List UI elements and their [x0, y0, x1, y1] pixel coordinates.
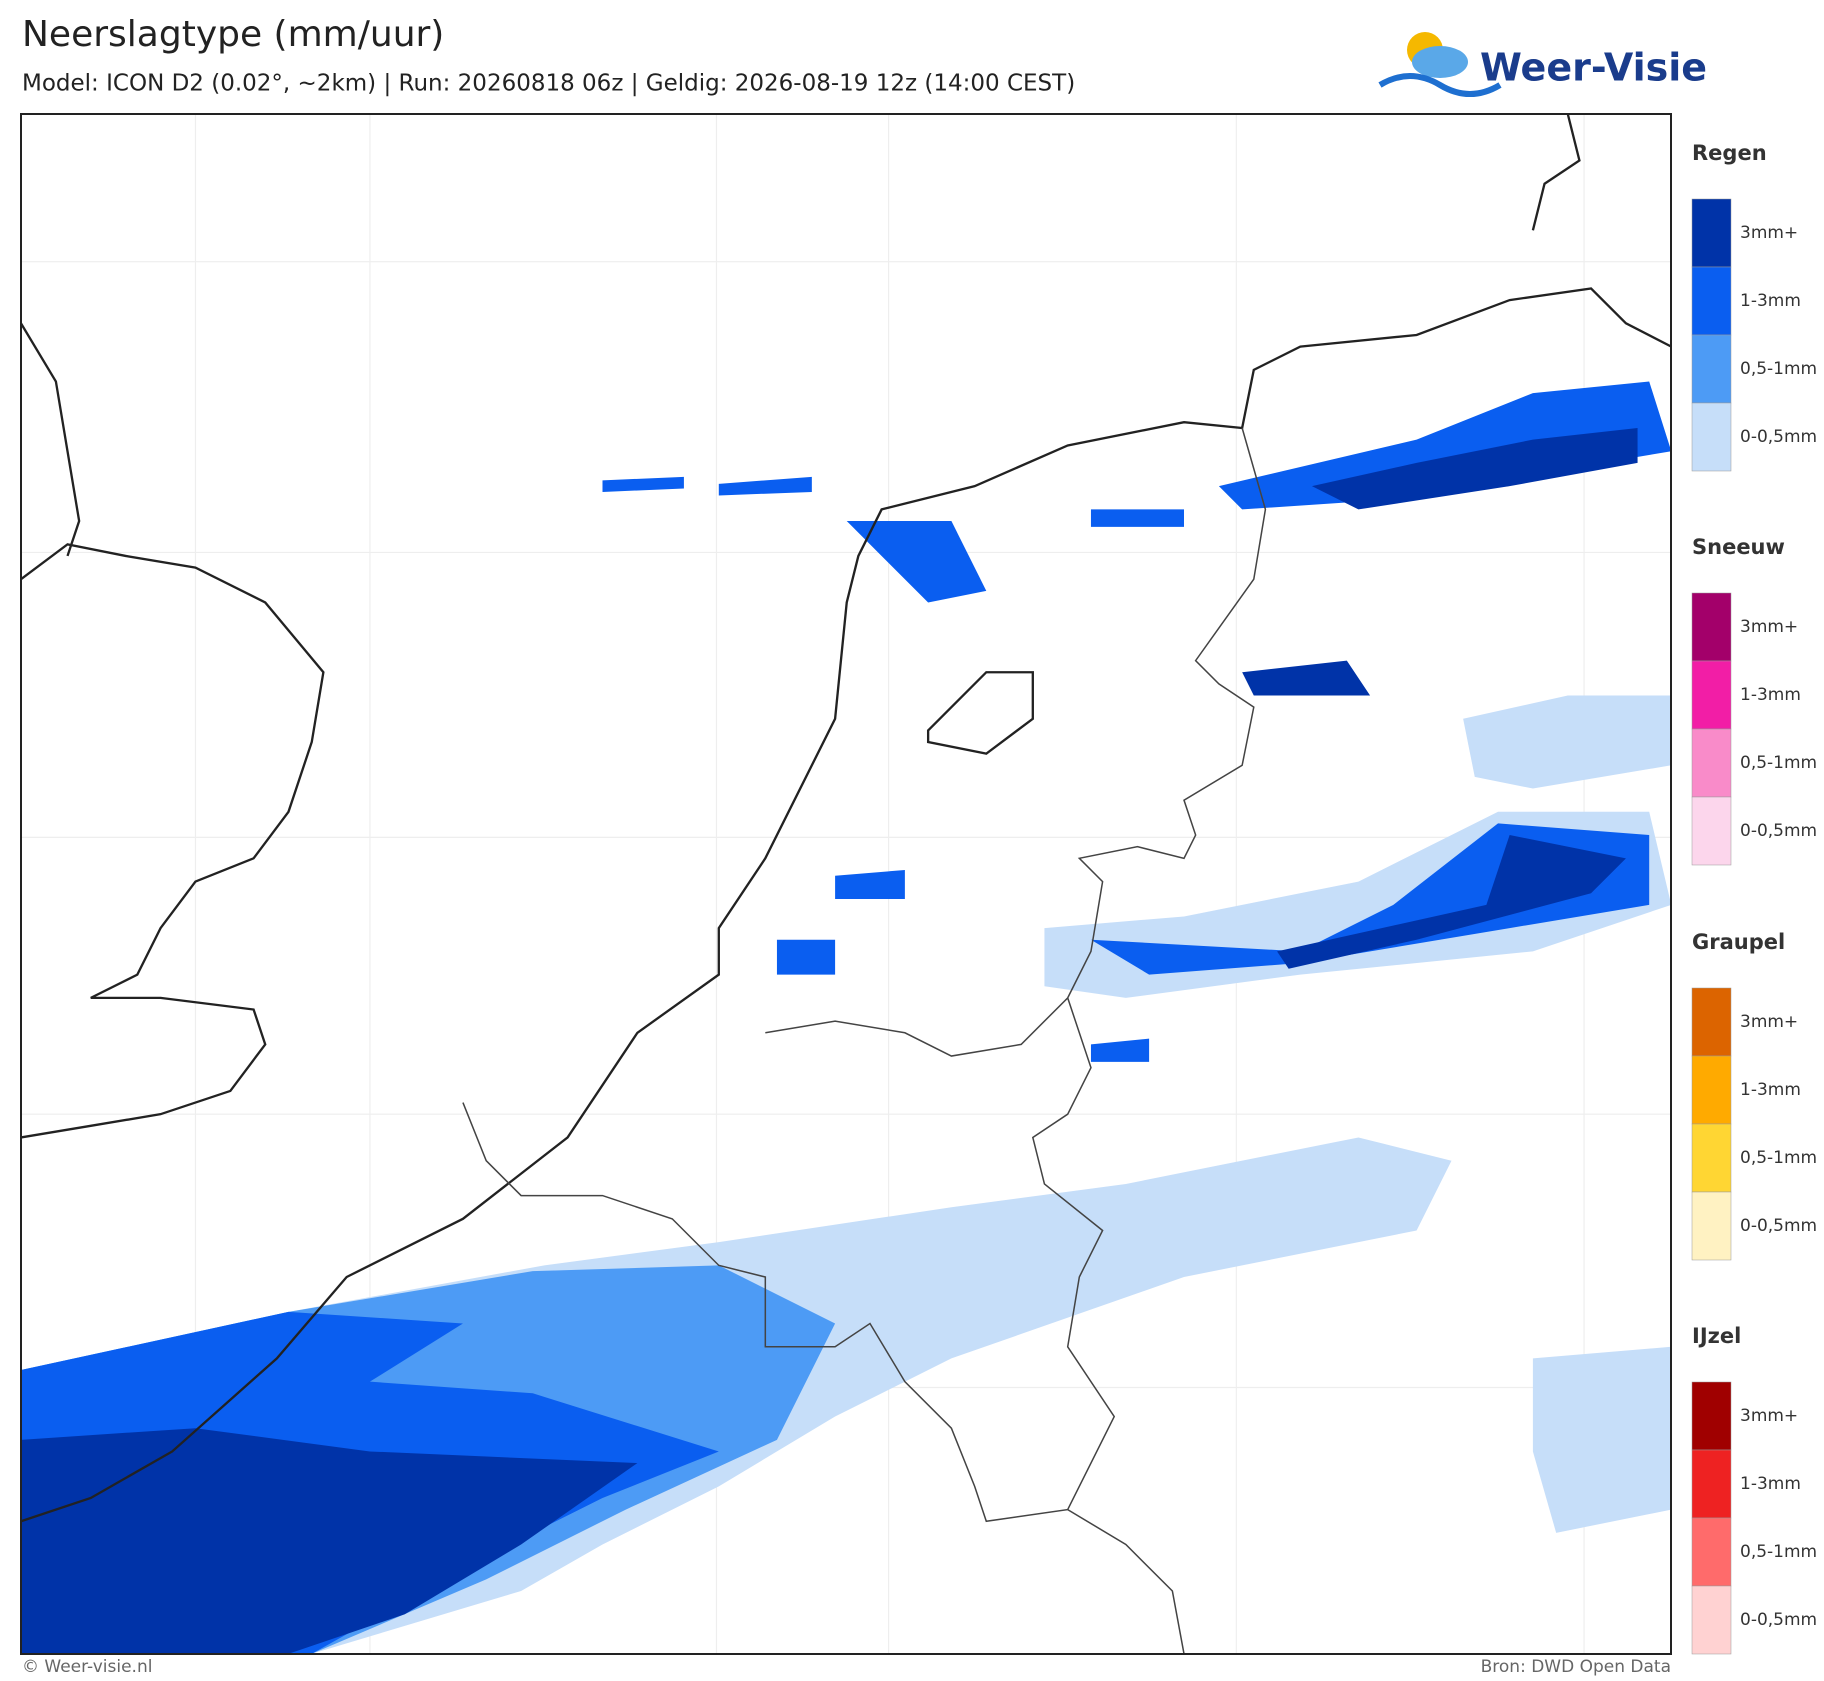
legend-swatch [1691, 1517, 1732, 1587]
legend-swatch [1691, 987, 1732, 1057]
title: Neerslagtype (mm/uur) [22, 14, 444, 55]
legend-label: 0,5-1mm [1740, 359, 1817, 379]
legend-swatch [1691, 660, 1732, 730]
legend-label: 1-3mm [1740, 1474, 1801, 1494]
legend-swatch [1691, 266, 1732, 336]
legend-title: IJzel [1692, 1324, 1741, 1348]
legend: Regen 3mm+ 1-3mm 0,5-1mm 0-0,5mm Sneeuw 3mm+ 1-… [1691, 141, 1817, 1655]
footer-right: Bron: DWD Open Data [1481, 1657, 1671, 1677]
legend-swatch [1691, 1055, 1732, 1125]
legend-label: 0-0,5mm [1740, 821, 1817, 841]
map [20, 113, 1672, 1654]
subtitle: Model: ICON D2 (0.02°, ~2km) | Run: 2026… [22, 71, 1075, 97]
logo-icon [1378, 32, 1502, 97]
legend-swatch [1691, 1191, 1732, 1261]
legend-swatch [1691, 1123, 1732, 1193]
precipitation [21, 381, 1672, 1654]
legend-label: 3mm+ [1740, 1406, 1798, 1426]
legend-swatch [1691, 1585, 1732, 1655]
footer-left: © Weer-visie.nl [22, 1657, 152, 1677]
legend-label: 3mm+ [1740, 1012, 1798, 1032]
legend-swatch [1691, 728, 1732, 798]
legend-label: 0,5-1mm [1740, 753, 1817, 773]
legend-swatch [1691, 402, 1732, 472]
legend-label: 1-3mm [1740, 291, 1801, 311]
legend-label: 3mm+ [1740, 223, 1798, 243]
legend-title: Sneeuw [1692, 535, 1785, 559]
legend-label: 3mm+ [1740, 617, 1798, 637]
map-frame [20, 113, 1672, 1655]
legend-swatch [1691, 592, 1732, 662]
legend-label: 0-0,5mm [1740, 1610, 1817, 1630]
coastline [20, 113, 1672, 1523]
borders [462, 427, 1267, 1654]
legend-label: 0-0,5mm [1740, 1216, 1817, 1236]
legend-title: Regen [1692, 141, 1767, 165]
legend-swatch [1691, 1381, 1732, 1451]
legend-label: 1-3mm [1740, 1080, 1801, 1100]
legend-label: 0-0,5mm [1740, 427, 1817, 447]
legend-title: Graupel [1692, 930, 1785, 954]
legend-swatch [1691, 334, 1732, 404]
logo: Weer-Visie [1480, 46, 1707, 90]
legend-swatch [1691, 1449, 1732, 1519]
legend-label: 0,5-1mm [1740, 1542, 1817, 1562]
legend-swatch [1691, 796, 1732, 866]
legend-label: 1-3mm [1740, 685, 1801, 705]
legend-label: 0,5-1mm [1740, 1148, 1817, 1168]
legend-swatch [1691, 198, 1732, 268]
